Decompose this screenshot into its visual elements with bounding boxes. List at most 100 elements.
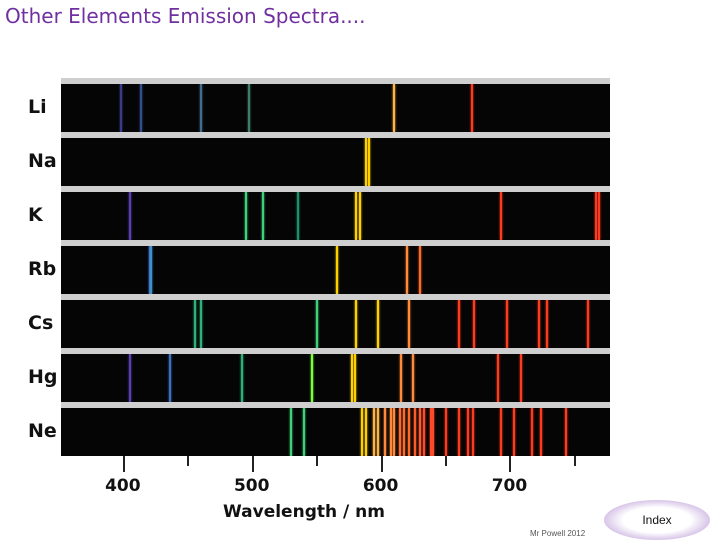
emission-line (290, 408, 293, 456)
emission-line (361, 408, 364, 456)
tick-label-400: 400 (105, 476, 141, 496)
emission-line (545, 300, 548, 348)
emission-line (429, 408, 432, 456)
axis-title: Wavelength / nm (223, 502, 385, 522)
emission-line (335, 246, 338, 294)
emission-line (393, 408, 396, 456)
emission-line (376, 300, 379, 348)
emission-line (384, 408, 387, 456)
emission-line (402, 408, 405, 456)
spectrum-separator (61, 402, 610, 408)
emission-line (505, 300, 508, 348)
emission-line (139, 84, 142, 132)
emission-line (399, 354, 402, 402)
emission-line (564, 408, 567, 456)
spectrum-separator (61, 132, 610, 138)
emission-spectra-figure: Wavelength / nm Li Na K Rb Cs Hg Ne 400 500 600 70… (18, 76, 618, 522)
spectrum-strip-hg (61, 354, 610, 402)
emission-line (148, 246, 151, 294)
emission-line (193, 300, 196, 348)
element-label-hg: Hg (28, 366, 58, 388)
emission-line (540, 408, 543, 456)
emission-line (358, 192, 361, 240)
emission-line (296, 192, 299, 240)
spectrum-strip-na (61, 138, 610, 186)
axis-tick (122, 456, 125, 472)
emission-line (537, 300, 540, 348)
emission-line (247, 84, 250, 132)
emission-line (354, 192, 357, 240)
index-button[interactable]: Index (604, 500, 710, 540)
index-button-label: Index (642, 513, 672, 527)
emission-line (598, 192, 601, 240)
emission-line (407, 408, 410, 456)
spectrum-strip-rb (61, 246, 610, 294)
element-label-k: K (28, 204, 43, 226)
spectrum-separator (61, 294, 610, 300)
element-label-ne: Ne (28, 420, 57, 442)
emission-line (513, 408, 516, 456)
emission-line (389, 408, 392, 456)
emission-line (353, 354, 356, 402)
axis-tick (573, 456, 576, 466)
emission-line (129, 192, 132, 240)
emission-line (466, 408, 469, 456)
emission-line (586, 300, 589, 348)
emission-line (262, 192, 265, 240)
emission-line (303, 408, 306, 456)
emission-line (365, 408, 368, 456)
emission-line (406, 246, 409, 294)
emission-line (457, 300, 460, 348)
emission-line (411, 354, 414, 402)
emission-line (120, 84, 123, 132)
emission-line (407, 300, 410, 348)
emission-line (149, 246, 152, 294)
emission-line (398, 408, 401, 456)
emission-line (419, 246, 422, 294)
spectrum-strip-ne (61, 408, 610, 456)
tick-label-700: 700 (491, 476, 528, 496)
emission-line (473, 300, 476, 348)
element-label-na: Na (28, 150, 57, 172)
emission-line (445, 408, 448, 456)
tick-label-500: 500 (233, 476, 270, 496)
emission-line (519, 354, 522, 402)
emission-line (496, 354, 499, 402)
spectrum-strip-k (61, 192, 610, 240)
emission-line (500, 408, 503, 456)
axis-tick (509, 456, 512, 472)
emission-line (350, 354, 353, 402)
emission-line (531, 408, 534, 456)
element-label-cs: Cs (28, 312, 54, 334)
wavelength-axis (61, 456, 610, 486)
slide-title: Other Elements Emission Spectra.... (5, 4, 366, 28)
emission-line (200, 300, 203, 348)
emission-line (241, 354, 244, 402)
emission-line (169, 354, 172, 402)
axis-tick (251, 456, 254, 472)
emission-line (365, 138, 368, 186)
axis-tick (445, 456, 448, 466)
tick-label-600: 600 (362, 476, 399, 496)
emission-line (367, 138, 370, 186)
emission-line (316, 300, 319, 348)
emission-line (129, 354, 132, 402)
emission-line (470, 84, 473, 132)
spectrum-strip-li (61, 84, 610, 132)
emission-line (200, 84, 203, 132)
axis-tick (187, 456, 190, 466)
emission-line (594, 192, 597, 240)
emission-line (354, 300, 357, 348)
element-label-li: Li (28, 96, 47, 118)
emission-line (472, 408, 475, 456)
emission-line (423, 408, 426, 456)
axis-tick (316, 456, 319, 466)
emission-line (245, 192, 248, 240)
emission-line (500, 192, 503, 240)
emission-line (376, 408, 379, 456)
spectrum-strip-cs (61, 300, 610, 348)
emission-line (457, 408, 460, 456)
axis-tick (380, 456, 383, 472)
emission-line (414, 408, 417, 456)
spectrum-separator (61, 348, 610, 354)
